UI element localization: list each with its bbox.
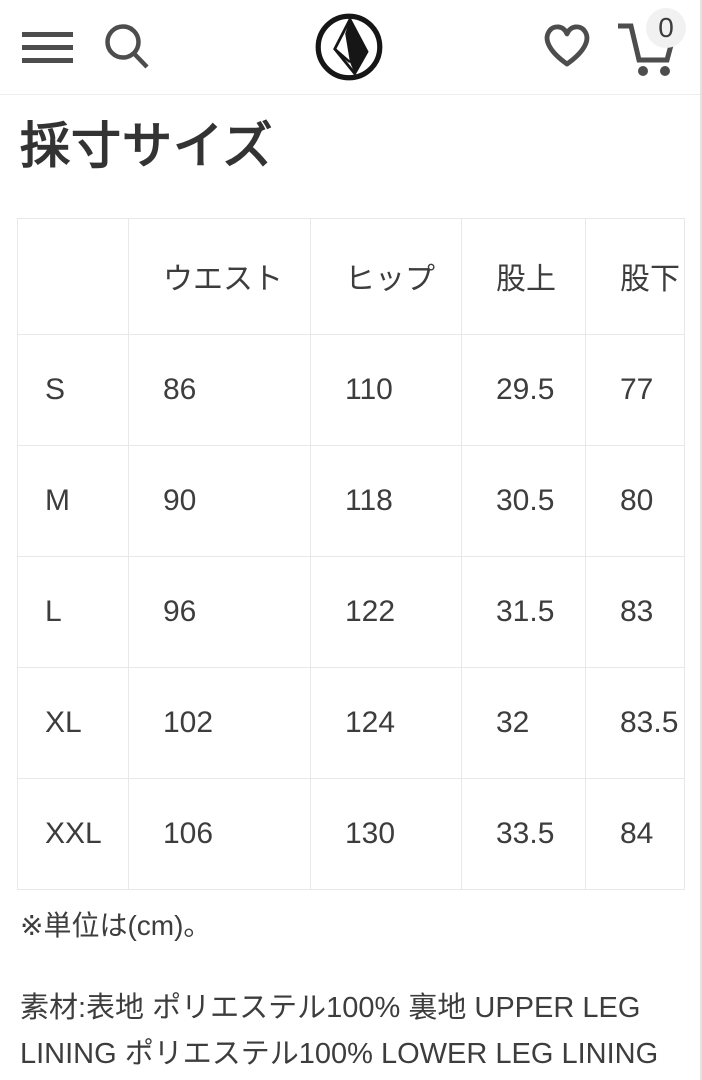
column-header-inseam: 股下 xyxy=(585,217,685,335)
rise-value: 29.5 xyxy=(461,333,586,446)
hamburger-menu-icon xyxy=(22,32,73,63)
main-content: 採寸サイズ ウエスト ヒップ 股上 股下 S 86 110 29.5 77 xyxy=(0,120,702,1080)
hip-value: 130 xyxy=(310,777,462,890)
size-chart-header-row: ウエスト ヒップ 股上 股下 xyxy=(17,217,685,335)
size-chart-table: ウエスト ヒップ 股上 股下 S 86 110 29.5 77 M 90 118… xyxy=(17,217,685,890)
table-row-xl: XL 102 124 32 83.5 xyxy=(17,666,685,779)
menu-button[interactable] xyxy=(22,30,73,65)
column-header-size xyxy=(17,217,129,335)
volcom-stone-logo-icon xyxy=(313,11,385,83)
inseam-value: 84 xyxy=(585,777,685,890)
inseam-value: 77 xyxy=(585,333,685,446)
table-row-s: S 86 110 29.5 77 xyxy=(17,333,685,446)
rise-value: 32 xyxy=(461,666,586,779)
waist-value: 106 xyxy=(128,777,311,890)
material-note: 素材:表地 ポリエステル100% 裏地 UPPER LEG LINING ポリエ… xyxy=(20,991,659,1070)
hip-value: 118 xyxy=(310,444,462,557)
waist-value: 90 xyxy=(128,444,311,557)
column-header-rise: 股上 xyxy=(461,217,586,335)
rise-value: 31.5 xyxy=(461,555,586,668)
shopping-cart-icon xyxy=(612,6,692,84)
wishlist-button[interactable] xyxy=(540,20,594,70)
column-header-hip: ヒップ xyxy=(310,217,462,335)
hip-value: 110 xyxy=(310,333,462,446)
size-label: M xyxy=(17,444,129,557)
hip-value: 122 xyxy=(310,555,462,668)
search-button[interactable] xyxy=(102,20,152,72)
page-title: 採寸サイズ xyxy=(20,118,274,174)
cart-count-badge: 0 xyxy=(646,8,686,48)
page-edge-line xyxy=(700,0,702,1080)
size-label: S xyxy=(17,333,129,446)
size-label: L xyxy=(17,555,129,668)
inseam-value: 80 xyxy=(585,444,685,557)
column-header-waist: ウエスト xyxy=(128,217,311,335)
heart-icon xyxy=(540,20,594,70)
size-label: XXL xyxy=(17,777,129,890)
waist-value: 96 xyxy=(128,555,311,668)
table-row-l: L 96 122 31.5 83 xyxy=(17,555,685,668)
waist-value: 86 xyxy=(128,333,311,446)
inseam-value: 83 xyxy=(585,555,685,668)
waist-value: 102 xyxy=(128,666,311,779)
site-header: 0 xyxy=(0,0,702,95)
hip-value: 124 xyxy=(310,666,462,779)
rise-value: 33.5 xyxy=(461,777,586,890)
size-label: XL xyxy=(17,666,129,779)
brand-logo-button[interactable] xyxy=(313,11,385,83)
inseam-value: 83.5 xyxy=(585,666,685,779)
cart-button[interactable]: 0 xyxy=(612,6,692,84)
rise-value: 30.5 xyxy=(461,444,586,557)
search-icon xyxy=(102,20,152,72)
unit-note: ※単位は(cm)。 xyxy=(20,909,212,941)
table-row-xxl: XXL 106 130 33.5 84 xyxy=(17,777,685,890)
table-row-m: M 90 118 30.5 80 xyxy=(17,444,685,557)
